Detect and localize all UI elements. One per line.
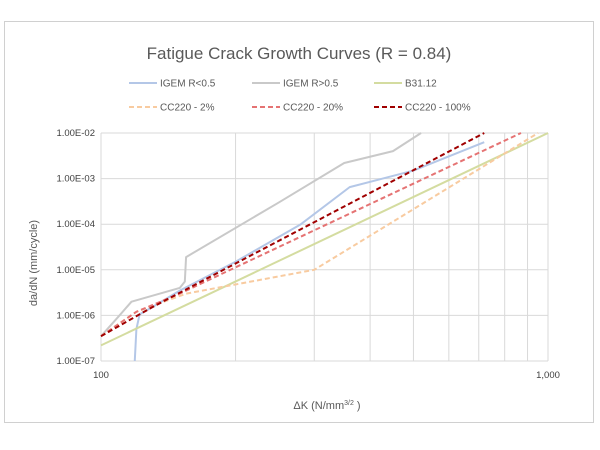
series-line-5 bbox=[100, 132, 485, 338]
chart-title: Fatigue Crack Growth Curves (R = 0.84) bbox=[147, 44, 452, 63]
series-line-2 bbox=[100, 132, 549, 347]
x-axis-title-end: ) bbox=[354, 400, 361, 412]
x-axis-title-main: ΔK (N/mm bbox=[293, 400, 344, 412]
chart: Fatigue Crack Growth Curves (R = 0.84) I… bbox=[28, 44, 560, 412]
series-line-0 bbox=[133, 141, 485, 362]
y-tick-label: 1.00E-02 bbox=[56, 128, 95, 139]
y-tick-label: 1.00E-07 bbox=[56, 356, 95, 367]
x-tick-label: 100 bbox=[93, 370, 109, 381]
legend-label-0: IGEM R<0.5 bbox=[160, 79, 216, 90]
y-tick-label: 1.00E-06 bbox=[56, 310, 95, 321]
legend-label-5: CC220 - 100% bbox=[405, 103, 471, 114]
legend-label-1: IGEM R>0.5 bbox=[283, 79, 339, 90]
series-line-3 bbox=[100, 132, 539, 338]
axis-ticks: 1.00E-07 1.00E-06 1.00E-05 1.00E-04 1.00E-03… bbox=[56, 128, 559, 381]
legend: IGEM R<0.5 IGEM R>0.5 B31.12 CC220 - 2% CC22… bbox=[129, 79, 471, 114]
series-line-4 bbox=[100, 132, 522, 338]
y-tick-label: 1.00E-04 bbox=[56, 219, 95, 230]
series-line-1 bbox=[100, 132, 422, 337]
y-tick-label: 1.00E-05 bbox=[56, 265, 95, 276]
x-tick-label: 1,000 bbox=[536, 370, 560, 381]
y-tick-label: 1.00E-03 bbox=[56, 174, 95, 185]
chart-frame: Fatigue Crack Growth Curves (R = 0.84) I… bbox=[4, 21, 594, 423]
grid bbox=[100, 132, 549, 362]
y-axis-title: da/dN (mm/cycle) bbox=[28, 220, 40, 306]
legend-label-4: CC220 - 20% bbox=[283, 103, 343, 114]
legend-label-3: CC220 - 2% bbox=[160, 103, 215, 114]
series-group bbox=[100, 132, 549, 362]
x-axis-title: ΔK (N/mm3/2 ) bbox=[293, 400, 360, 412]
legend-label-2: B31.12 bbox=[405, 79, 437, 90]
x-axis-title-sup: 3/2 bbox=[344, 400, 354, 407]
